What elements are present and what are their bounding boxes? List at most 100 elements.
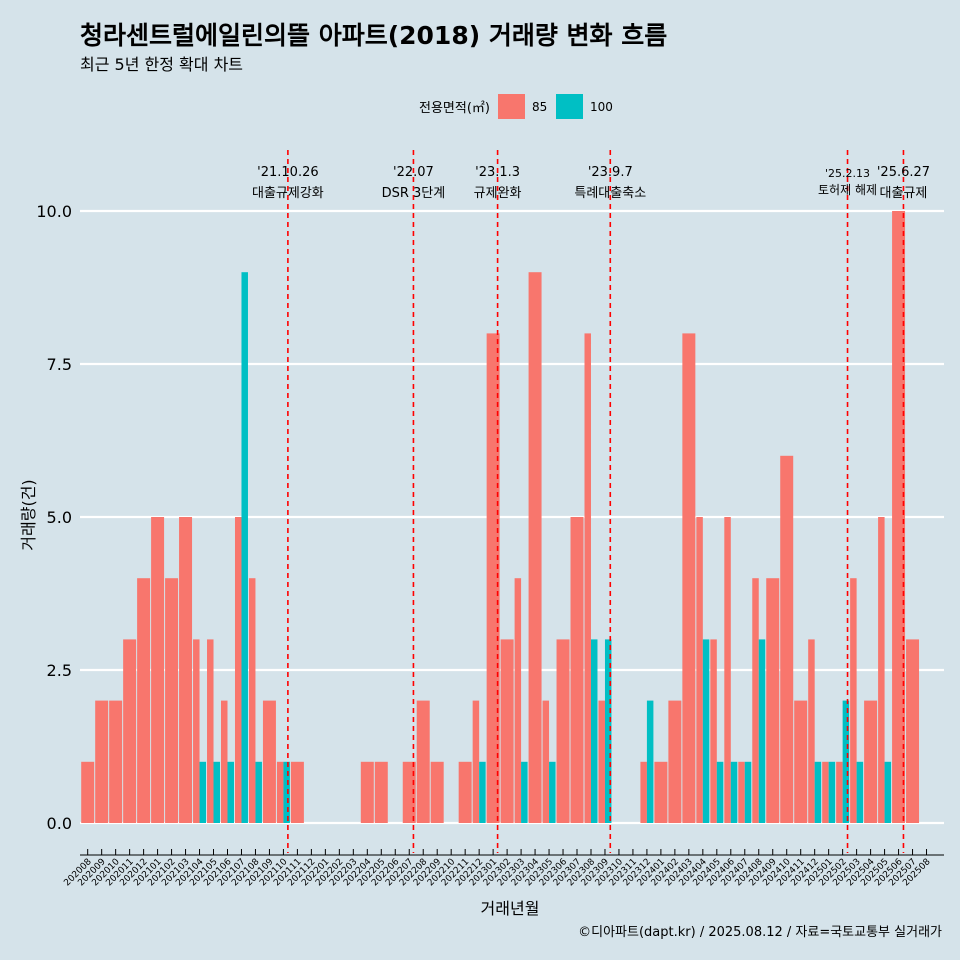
bar-100 [227,761,234,823]
bar-85 [640,761,647,823]
bar-85 [123,639,137,823]
bar-85 [780,455,794,823]
bar-85 [542,700,550,823]
bar-100 [842,700,850,823]
bar-100 [814,761,822,823]
bar-100 [213,761,221,823]
bar-100 [283,761,290,823]
y-axis-label: 거래량(건) [19,479,38,550]
bar-85 [892,211,906,823]
bar-100 [590,639,598,823]
bar-100 [884,761,892,823]
event-label: DSR 3단계 [382,186,446,201]
legend-title: 전용면적(㎡) [419,101,490,116]
bar-85 [248,578,256,823]
bar-85 [95,700,109,823]
bar-85 [850,578,857,823]
event-date: '23.1.3 [475,165,520,180]
bar-100 [730,761,738,823]
bar-100 [255,761,262,823]
bar-85 [179,517,193,823]
bar-85 [137,578,151,823]
bar-85 [906,639,920,823]
y-tick-label: 7.5 [47,355,72,374]
event-label: 대출규제강화 [252,186,324,201]
bar-85 [165,578,179,823]
bar-85 [472,700,480,823]
bar-85 [654,761,668,823]
bar-85 [584,333,591,823]
y-tick-label: 10.0 [36,202,72,221]
bar-85 [500,639,514,823]
event-label: 특례대출축소 [574,186,646,201]
bar-85 [724,517,731,823]
y-tick-label: 0.0 [47,814,72,833]
bar-85 [374,761,388,823]
bar-100 [744,761,752,823]
event-date: '21.10.26 [257,165,318,180]
chart-caption: ©디아파트(dapt.kr) / 2025.08.12 / 자료=국토교통부 실… [578,925,942,940]
event-label: 규제완화 [474,186,522,201]
event-date: '22.07 [393,165,434,180]
bar-85 [752,578,759,823]
legend-swatch-100 [556,94,583,119]
bar-85 [234,517,242,823]
bar-100 [856,761,864,823]
bar-85 [151,517,165,823]
legend-swatch-85 [498,94,525,119]
bar-85 [109,700,123,823]
bar-100 [241,272,248,823]
event-lines: '21.10.26 대출규제강화 '22.07 DSR 3단계 '23.1.3 규제완화 '… [252,150,930,853]
bar-100 [604,639,612,823]
x-axis: 2020082020092020102020112020122021012021… [62,849,944,888]
bar-85 [276,761,284,823]
bar-100 [716,761,724,823]
event-date: '23.9.7 [588,165,633,180]
event-label: 토허제 해제 [818,183,877,197]
bar-85 [794,700,808,823]
legend-label-100: 100 [590,100,613,114]
legend-label-85: 85 [532,100,547,114]
bar-85 [836,761,843,823]
y-axis-ticks: 0.0 2.5 5.0 7.5 10.0 [36,202,72,833]
bar-100 [549,761,556,823]
bar-85 [710,639,717,823]
bar-85 [402,761,416,823]
bar-85 [416,700,430,823]
bar-85 [458,761,472,823]
bar-85 [528,272,542,823]
bar-85 [514,578,522,823]
bar-85 [766,578,780,823]
event-label: 대출규제 [880,186,928,201]
bar-85 [486,333,500,823]
bar-85 [598,700,605,823]
bar-85 [81,761,95,823]
bars [81,211,920,823]
bar-85 [360,761,374,823]
bar-85 [878,517,885,823]
bar-85 [822,761,829,823]
chart-subtitle: 최근 5년 한정 확대 차트 [80,55,243,74]
bar-100 [521,761,528,823]
bar-100 [479,761,486,823]
bar-85 [193,639,200,823]
bar-85 [682,333,696,823]
chart-title: 청라센트럴에일린의뜰 아파트(2018) 거래량 변화 흐름 [80,21,667,50]
event-date: '25.2.13 [825,167,870,180]
y-tick-label: 2.5 [47,661,72,680]
bar-85 [696,517,703,823]
bar-85 [570,517,584,823]
bar-85 [262,700,276,823]
legend: 85 100 [498,94,613,119]
bar-85 [864,700,878,823]
bar-85 [290,761,304,823]
event-date: '25.6.27 [877,165,930,180]
bar-100 [828,761,836,823]
y-tick-label: 5.0 [47,508,72,527]
bar-85 [221,700,228,823]
bar-85 [430,761,444,823]
bar-100 [702,639,710,823]
bar-85 [668,700,682,823]
